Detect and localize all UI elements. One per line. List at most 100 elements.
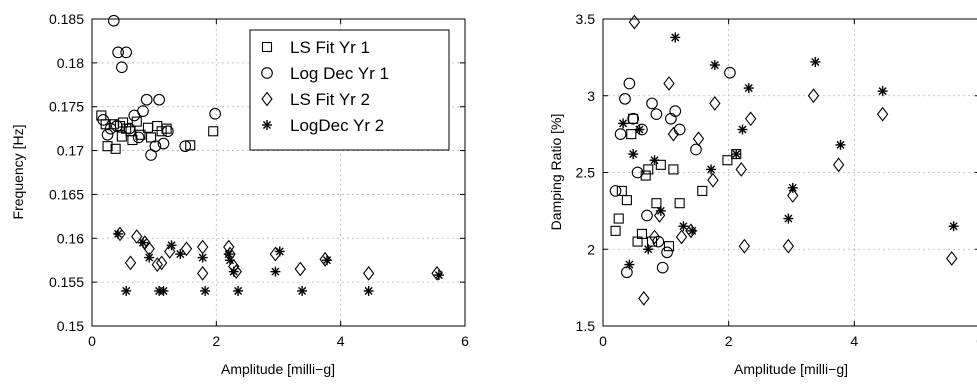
data-point-star bbox=[731, 149, 742, 160]
chart-grid bbox=[603, 19, 977, 326]
data-point-circle bbox=[149, 140, 162, 153]
data-point-square bbox=[146, 132, 157, 143]
data-point-star bbox=[158, 285, 169, 296]
data-point-star bbox=[363, 285, 374, 296]
data-point-square bbox=[663, 241, 675, 252]
legend-marker-diamond bbox=[261, 91, 273, 107]
legend: LS Fit Yr 1 Log Dec Yr 1 LS Fit Yr 2 LogDec… bbox=[249, 29, 450, 151]
data-point-circle bbox=[111, 120, 123, 132]
y-tick-label: 3 bbox=[587, 88, 595, 104]
data-point-diamond bbox=[155, 255, 168, 271]
axis-ticks: 02461.522.533.5 bbox=[576, 11, 977, 349]
data-point-circle bbox=[669, 105, 682, 117]
legend-box bbox=[249, 29, 450, 151]
data-point-circle bbox=[631, 166, 644, 179]
data-point-circle bbox=[104, 122, 117, 135]
series-diamond bbox=[628, 14, 958, 306]
data-point-circle bbox=[123, 122, 136, 135]
data-point-star bbox=[783, 213, 794, 224]
y-tick-label: 0.155 bbox=[49, 274, 84, 290]
data-point-square bbox=[655, 159, 666, 170]
data-point-circle bbox=[179, 140, 192, 153]
data-point-star bbox=[274, 246, 285, 257]
data-point-diamond bbox=[738, 238, 751, 254]
data-point-star bbox=[678, 221, 689, 232]
data-point-circle bbox=[101, 128, 114, 141]
axis-ticks: 0 2 4 6 0.15 0.155 0.16 0.165 0.17 0.175 0.18 0.185 bbox=[49, 11, 469, 349]
data-point-star bbox=[113, 228, 124, 239]
y-tick-label: 0.15 bbox=[57, 318, 84, 334]
y-tick-label: 0.165 bbox=[49, 186, 84, 202]
data-point-square bbox=[610, 225, 621, 236]
legend-entry-label: LS Fit Yr 1 bbox=[290, 38, 370, 57]
data-point-circle bbox=[609, 185, 622, 197]
series-star bbox=[618, 32, 959, 270]
data-point-star bbox=[787, 182, 798, 193]
data-point-square bbox=[110, 143, 121, 154]
data-point-circle bbox=[107, 14, 120, 27]
data-point-star bbox=[743, 83, 754, 94]
data-point-square bbox=[102, 141, 113, 152]
data-point-star bbox=[223, 249, 234, 260]
data-point-circle bbox=[140, 93, 153, 106]
legend-marker-square bbox=[261, 41, 273, 53]
damping-ratio-vs-amplitude-chart: 02461.522.533.5 Amplitude [milli−g] Damp… bbox=[548, 11, 977, 377]
data-point-diamond bbox=[131, 229, 143, 244]
data-point-circle bbox=[161, 125, 174, 138]
data-point-diamond bbox=[648, 229, 661, 245]
y-tick-label: 0.17 bbox=[57, 143, 84, 159]
data-point-diamond bbox=[663, 76, 675, 91]
data-point-star bbox=[433, 270, 444, 281]
data-point-square bbox=[127, 134, 138, 146]
data-point-square bbox=[161, 123, 172, 134]
data-point-diamond bbox=[431, 265, 443, 281]
chart-marks bbox=[96, 14, 444, 296]
y-tick-label: 2.5 bbox=[576, 165, 596, 181]
data-point-circle bbox=[120, 46, 133, 59]
legend-entry-label: Log Dec Yr 1 bbox=[290, 64, 389, 83]
data-point-diamond bbox=[196, 239, 209, 255]
data-point-diamond bbox=[707, 172, 719, 188]
data-point-star bbox=[643, 244, 654, 255]
data-point-circle bbox=[623, 77, 636, 90]
data-point-star bbox=[297, 285, 308, 296]
data-point-circle bbox=[112, 46, 124, 59]
data-point-square bbox=[628, 113, 639, 124]
data-point-circle bbox=[627, 112, 640, 125]
data-point-star bbox=[709, 60, 720, 71]
legend-entry-label: LogDec Yr 2 bbox=[290, 116, 384, 135]
data-point-star bbox=[810, 56, 821, 67]
data-point-circle bbox=[661, 246, 673, 259]
data-point-star bbox=[737, 124, 748, 135]
data-point-diamond bbox=[667, 126, 680, 142]
data-point-star bbox=[225, 255, 236, 266]
data-point-diamond bbox=[807, 88, 820, 104]
data-point-star bbox=[628, 149, 639, 160]
data-point-star bbox=[121, 285, 132, 296]
data-point-diamond bbox=[180, 241, 193, 257]
data-point-square bbox=[722, 155, 733, 166]
data-point-circle bbox=[656, 261, 669, 274]
data-point-circle bbox=[97, 114, 110, 126]
x-tick-label: 0 bbox=[599, 333, 607, 349]
y-tick-label: 1.5 bbox=[576, 318, 596, 334]
legend-marker-star bbox=[262, 120, 272, 130]
data-point-square bbox=[643, 164, 654, 175]
data-point-diamond bbox=[709, 96, 721, 111]
data-point-square bbox=[131, 116, 142, 127]
data-point-star bbox=[228, 266, 239, 277]
data-point-circle bbox=[650, 108, 663, 121]
x-axis-label: Amplitude [milli−g] bbox=[221, 361, 335, 377]
chart-marks bbox=[609, 14, 959, 306]
y-tick-label: 0.18 bbox=[57, 55, 84, 71]
series-square bbox=[610, 113, 742, 252]
data-point-square bbox=[636, 228, 648, 239]
x-tick-label: 4 bbox=[850, 333, 858, 349]
data-point-diamond bbox=[269, 246, 282, 262]
y-axis-label: Damping Ratio [%] bbox=[548, 114, 564, 231]
x-tick-label: 6 bbox=[461, 333, 469, 349]
data-point-diamond bbox=[675, 229, 688, 245]
data-point-star bbox=[687, 225, 698, 236]
x-tick-label: 2 bbox=[212, 333, 220, 349]
data-point-star bbox=[670, 32, 681, 43]
